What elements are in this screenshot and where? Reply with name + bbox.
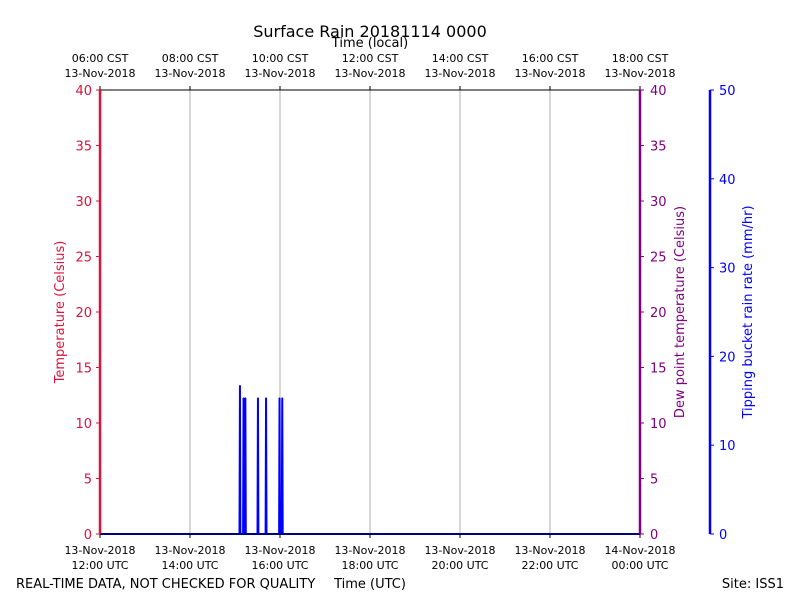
x-tick-label-utc-time: 14:00 UTC (161, 559, 218, 572)
rain-rate-tick-label: 30 (719, 262, 736, 277)
x-tick-label-local-time: 10:00 CST (252, 52, 309, 65)
x-tick-label-local-date: 13-Nov-2018 (514, 67, 585, 80)
temperature-tick-label: 35 (75, 140, 92, 155)
y-axis-dewpoint-label: Dew point temperature (Celsius) (673, 206, 688, 418)
y-axis-left-label: Temperature (Celsius) (53, 241, 68, 385)
quality-note: REAL-TIME DATA, NOT CHECKED FOR QUALITY (16, 577, 315, 592)
x-tick-label-utc-time: 18:00 UTC (341, 559, 398, 572)
x-tick-label-local-time: 12:00 CST (342, 52, 399, 65)
site-label: Site: ISS1 (722, 577, 784, 592)
axes-layer (96, 86, 714, 538)
x-tick-label-utc-date: 13-Nov-2018 (244, 544, 315, 557)
temperature-tick-label: 10 (75, 417, 92, 432)
x-tick-label-utc-date: 13-Nov-2018 (64, 544, 135, 557)
dewpoint-tick-label: 40 (650, 84, 667, 99)
temperature-tick-label: 15 (75, 362, 92, 377)
dewpoint-tick-label: 25 (650, 251, 667, 266)
x-tick-label-local-time: 14:00 CST (432, 52, 489, 65)
x-tick-label-local-date: 13-Nov-2018 (154, 67, 225, 80)
rain-rate-tick-label: 40 (719, 173, 736, 188)
text-layer: Surface Rain 20181114 0000 Time (local) … (16, 22, 784, 592)
x-tick-label-local-date: 13-Nov-2018 (424, 67, 495, 80)
x-axis-top-label: Time (local) (331, 36, 408, 51)
x-tick-label-local-date: 13-Nov-2018 (64, 67, 135, 80)
y-axis-rainrate-label: Tipping bucket rain rate (mm/hr) (741, 205, 756, 419)
x-tick-label-local-time: 16:00 CST (522, 52, 579, 65)
x-tick-label-local-date: 13-Nov-2018 (244, 67, 315, 80)
temperature-tick-label: 20 (75, 306, 92, 321)
dewpoint-tick-label: 35 (650, 140, 667, 155)
temperature-tick-label: 25 (75, 251, 92, 266)
x-tick-label-utc-date: 13-Nov-2018 (514, 544, 585, 557)
temperature-tick-label: 5 (84, 473, 92, 488)
x-tick-label-utc-time: 22:00 UTC (521, 559, 578, 572)
x-tick-label-utc-time: 16:00 UTC (251, 559, 308, 572)
temperature-tick-label: 30 (75, 195, 92, 210)
x-tick-label-local-date: 13-Nov-2018 (334, 67, 405, 80)
dewpoint-tick-label: 0 (650, 528, 658, 543)
x-tick-label-utc-date: 13-Nov-2018 (154, 544, 225, 557)
x-tick-label-utc-date: 14-Nov-2018 (604, 544, 675, 557)
temperature-tick-label: 0 (84, 528, 92, 543)
x-tick-label-local-date: 13-Nov-2018 (604, 67, 675, 80)
x-tick-label-utc-date: 13-Nov-2018 (424, 544, 495, 557)
x-tick-label-local-time: 06:00 CST (72, 52, 129, 65)
dewpoint-tick-label: 15 (650, 362, 667, 377)
dewpoint-tick-label: 20 (650, 306, 667, 321)
rain-rate-point (239, 384, 241, 387)
rain-rate-point (257, 397, 259, 399)
rain-rate-tick-label: 0 (719, 528, 727, 543)
rain-rate-point (242, 397, 245, 399)
rain-rate-tick-label: 50 (719, 84, 736, 99)
rain-rate-point (265, 397, 267, 399)
x-tick-label-local-time: 18:00 CST (612, 52, 669, 65)
chart-title: Surface Rain 20181114 0000 (253, 22, 487, 41)
rain-rate-point (278, 397, 281, 399)
temperature-tick-label: 40 (75, 84, 92, 99)
dewpoint-tick-label: 10 (650, 417, 667, 432)
x-axis-bottom-label: Time (UTC) (333, 577, 406, 592)
x-tick-label-utc-time: 12:00 UTC (71, 559, 128, 572)
x-tick-label-utc-date: 13-Nov-2018 (334, 544, 405, 557)
x-tick-label-local-time: 08:00 CST (162, 52, 219, 65)
x-tick-label-utc-time: 20:00 UTC (431, 559, 488, 572)
x-tick-label-utc-time: 00:00 UTC (611, 559, 668, 572)
rain-rate-tick-label: 20 (719, 350, 736, 365)
dewpoint-tick-label: 30 (650, 195, 667, 210)
rain-rate-tick-label: 10 (719, 439, 736, 454)
dewpoint-tick-label: 5 (650, 473, 658, 488)
rain-rate-point (244, 397, 247, 399)
rain-rate-point (281, 397, 284, 399)
